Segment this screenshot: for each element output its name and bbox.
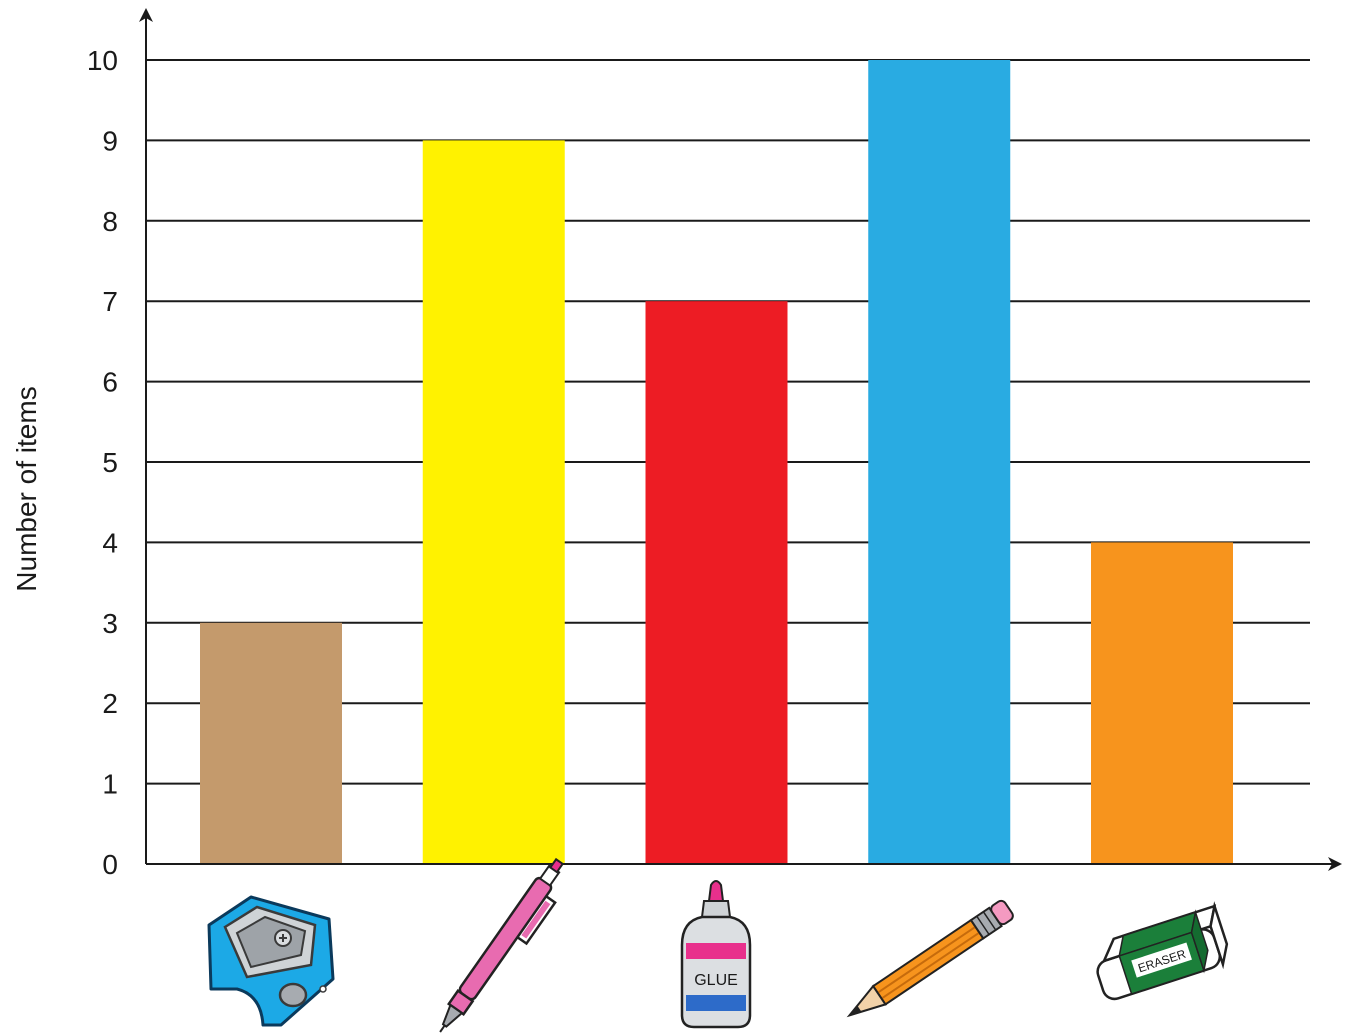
bars: [200, 60, 1233, 864]
axes: [139, 8, 1342, 871]
bar-pen: [422, 140, 565, 864]
y-tick-label: 5: [102, 447, 118, 478]
eraser-icon: ERASER: [1096, 901, 1229, 1001]
x-axis-arrow: [1328, 857, 1342, 871]
bar-glue: [645, 301, 788, 864]
pen-icon: [439, 857, 565, 1033]
bar-sharpener: [200, 622, 342, 864]
y-tick-label: 0: [102, 849, 118, 880]
bar-pencil: [868, 60, 1011, 864]
y-axis-arrow: [139, 8, 153, 22]
bar-eraser: [1091, 542, 1233, 864]
y-tick-labels: 0 1 2 3 4 5 6 7 8 9 10: [87, 45, 118, 880]
pencil-icon: [846, 899, 1014, 1018]
sharpener-icon: [207, 895, 335, 1027]
glue-label: GLUE: [694, 972, 738, 989]
y-tick-label: 6: [102, 367, 118, 398]
y-tick-label: 3: [102, 608, 118, 639]
y-tick-label: 8: [102, 206, 118, 237]
y-tick-label: 7: [102, 286, 118, 317]
y-tick-label: 4: [102, 527, 118, 558]
glue-bottle-icon: GLUE: [680, 880, 752, 1029]
y-axis-title: Number of items: [11, 386, 42, 591]
y-tick-label: 10: [87, 45, 118, 76]
y-tick-label: 1: [102, 769, 118, 800]
y-tick-label: 9: [102, 125, 118, 156]
y-tick-label: 2: [102, 688, 118, 719]
